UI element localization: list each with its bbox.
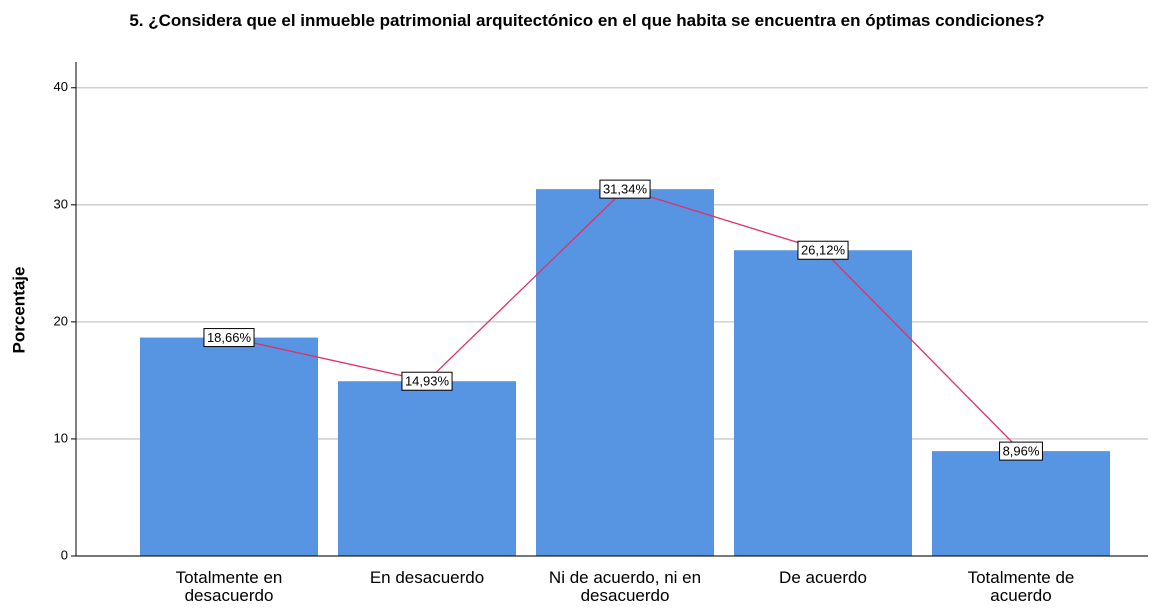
data-label: 26,12%: [801, 243, 846, 258]
data-label: 8,96%: [1003, 444, 1040, 459]
bar: [932, 451, 1110, 556]
data-label-box: [999, 441, 1043, 461]
x-tick-label: Totalmente de acuerdo: [967, 568, 1075, 605]
y-tick-label: 30: [54, 196, 68, 211]
y-tick-label: 10: [54, 430, 68, 445]
data-label-box: [599, 179, 651, 199]
x-tick-label: En desacuerdo: [369, 568, 485, 587]
bar: [338, 381, 516, 556]
data-label-box: [203, 328, 255, 348]
y-tick-label: 40: [54, 79, 68, 94]
y-tick-label: 20: [54, 313, 68, 328]
y-axis-label: Porcentaje: [9, 267, 28, 354]
data-label-box: [401, 371, 453, 391]
data-label-box: [797, 240, 849, 260]
x-tick-label: Ni de acuerdo, ni en desacuerdo: [548, 568, 702, 605]
bar: [536, 189, 714, 556]
data-label: 18,66%: [207, 330, 252, 345]
bar: [140, 337, 318, 556]
data-label: 31,34%: [603, 182, 648, 197]
y-tick-label: 0: [61, 547, 68, 562]
x-tick-label: De acuerdo: [779, 568, 867, 587]
chart-title: 5. ¿Considera que el inmueble patrimonia…: [129, 11, 1045, 30]
x-tick-label: Totalmente en desacuerdo: [175, 568, 283, 605]
data-label: 14,93%: [405, 374, 450, 389]
bar: [734, 250, 912, 556]
